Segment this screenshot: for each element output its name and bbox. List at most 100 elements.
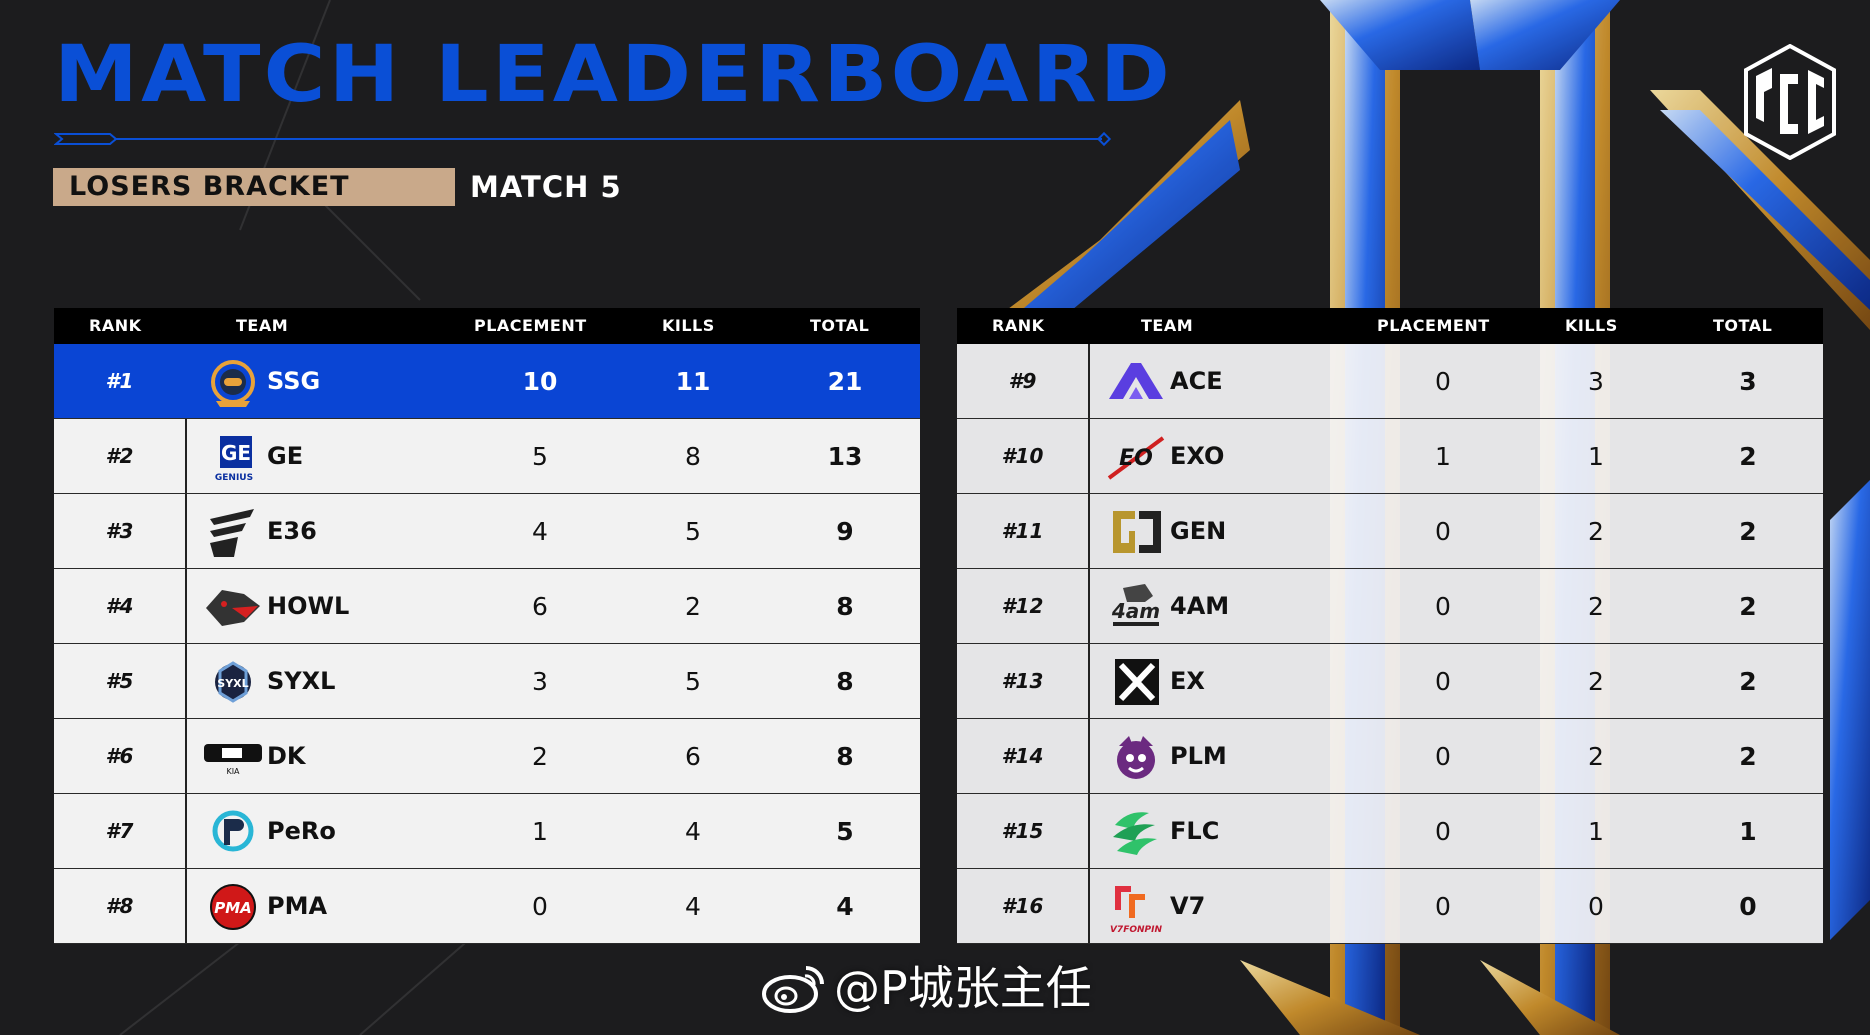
- table-row: #3 E36 4 5 9: [54, 494, 920, 569]
- total-cell: 5: [836, 817, 854, 846]
- col-placement: PLACEMENT: [1377, 316, 1490, 335]
- rank-cell: #6: [105, 744, 134, 768]
- column-divider: [1088, 344, 1090, 418]
- table-row: #15 FLC 0 1 1: [957, 794, 1823, 869]
- kills-cell: 5: [685, 667, 701, 696]
- pgc-logo-icon: [1744, 44, 1836, 160]
- team-name: EXO: [1170, 442, 1225, 470]
- rank-cell: #12: [1001, 594, 1044, 618]
- 4am-logo-icon: 4am: [1111, 584, 1160, 626]
- column-divider: [1088, 644, 1090, 718]
- exo-logo-icon: EO: [1107, 436, 1165, 480]
- e36-logo-icon: [210, 509, 254, 557]
- column-divider: [185, 494, 187, 568]
- total-cell: 9: [836, 517, 854, 546]
- placement-cell: 10: [522, 367, 558, 396]
- team-name: ACE: [1170, 367, 1223, 395]
- col-kills: KILLS: [662, 316, 715, 335]
- table-row: #7 PeRo 1 4 5: [54, 794, 920, 869]
- pma-logo-icon: PMA: [210, 884, 256, 930]
- kills-cell: 0: [1588, 892, 1604, 921]
- weibo-icon: [762, 966, 824, 1013]
- team-name: SSG: [267, 367, 321, 395]
- placement-cell: 6: [532, 592, 548, 621]
- rank-cell: #11: [1001, 519, 1044, 543]
- column-divider: [1088, 869, 1090, 943]
- table-row: #16 V7FONPIN V7 0 0 0: [957, 869, 1823, 944]
- kills-cell: 2: [1588, 592, 1604, 621]
- total-cell: 2: [1739, 592, 1757, 621]
- team-name: FLC: [1170, 817, 1220, 845]
- total-cell: 2: [1739, 442, 1757, 471]
- team-name: PLM: [1170, 742, 1227, 770]
- dk-logo-icon: KIA: [204, 744, 262, 776]
- total-cell: 1: [1739, 817, 1757, 846]
- table-row: #2 GE GENIUS GE 5 8 13: [54, 419, 920, 494]
- v7-logo-icon: V7FONPIN: [1110, 886, 1162, 934]
- table-row: #12 4am 4AM 0 2 2: [957, 569, 1823, 644]
- column-divider: [185, 794, 187, 868]
- kills-cell: 2: [1588, 667, 1604, 696]
- watermark: @P城张主任: [834, 961, 1092, 1015]
- col-rank: RANK: [89, 316, 142, 335]
- total-cell: 8: [836, 742, 854, 771]
- kills-cell: 2: [1588, 517, 1604, 546]
- kills-cell: 4: [685, 817, 701, 846]
- rank-cell: #9: [1008, 369, 1037, 393]
- kills-cell: 1: [1588, 442, 1604, 471]
- team-name: GE: [267, 442, 304, 470]
- kills-cell: 3: [1588, 367, 1604, 396]
- leaderboard-table-right: RANK TEAM PLACEMENT KILLS TOTAL #9 ACE 0 3 3…: [957, 308, 1823, 944]
- table-row: #13 EX 0 2 2: [957, 644, 1823, 719]
- placement-cell: 3: [532, 667, 548, 696]
- team-name: PMA: [267, 892, 328, 920]
- column-divider: [185, 644, 187, 718]
- column-divider: [185, 719, 187, 793]
- total-cell: 0: [1739, 892, 1757, 921]
- placement-cell: 0: [532, 892, 548, 921]
- table-row: #4 HOWL 6 2 8: [54, 569, 920, 644]
- column-divider: [1088, 569, 1090, 643]
- match-label: MATCH 5: [470, 170, 622, 204]
- gen-logo-icon: [1113, 511, 1161, 553]
- svg-text:4am: 4am: [1111, 599, 1160, 623]
- table-row: #9 ACE 0 3 3: [957, 344, 1823, 419]
- placement-cell: 0: [1435, 817, 1451, 846]
- svg-text:KIA: KIA: [226, 767, 240, 776]
- rank-cell: #7: [105, 819, 134, 843]
- col-total: TOTAL: [1713, 316, 1773, 335]
- team-name: DK: [267, 742, 306, 770]
- placement-cell: 0: [1435, 517, 1451, 546]
- placement-cell: 4: [532, 517, 548, 546]
- placement-cell: 0: [1435, 367, 1451, 396]
- team-name: V7: [1170, 892, 1206, 920]
- kills-cell: 5: [685, 517, 701, 546]
- placement-cell: 5: [532, 442, 548, 471]
- kills-cell: 2: [1588, 742, 1604, 771]
- table-header: RANK TEAM PLACEMENT KILLS TOTAL: [54, 308, 920, 344]
- team-name: E36: [267, 517, 317, 545]
- team-name: GEN: [1170, 517, 1227, 545]
- col-rank: RANK: [992, 316, 1045, 335]
- placement-cell: 0: [1435, 667, 1451, 696]
- total-cell: 13: [827, 442, 863, 471]
- column-divider: [1088, 419, 1090, 493]
- column-divider: [185, 869, 187, 943]
- svg-text:GENIUS: GENIUS: [215, 473, 253, 483]
- col-team: TEAM: [236, 316, 289, 335]
- team-name: HOWL: [267, 592, 350, 620]
- howl-logo-icon: [206, 590, 260, 626]
- rank-cell: #1: [105, 369, 134, 393]
- svg-text:PMA: PMA: [214, 899, 252, 917]
- team-name: 4AM: [1170, 592, 1230, 620]
- total-cell: 2: [1739, 742, 1757, 771]
- column-divider: [185, 569, 187, 643]
- rank-cell: #10: [1001, 444, 1044, 468]
- rank-cell: #5: [105, 669, 134, 693]
- column-divider: [1088, 794, 1090, 868]
- col-placement: PLACEMENT: [474, 316, 587, 335]
- pero-logo-icon: [212, 810, 254, 852]
- bracket-tag: LOSERS BRACKET: [53, 168, 455, 206]
- kills-cell: 2: [685, 592, 701, 621]
- column-divider: [185, 344, 187, 418]
